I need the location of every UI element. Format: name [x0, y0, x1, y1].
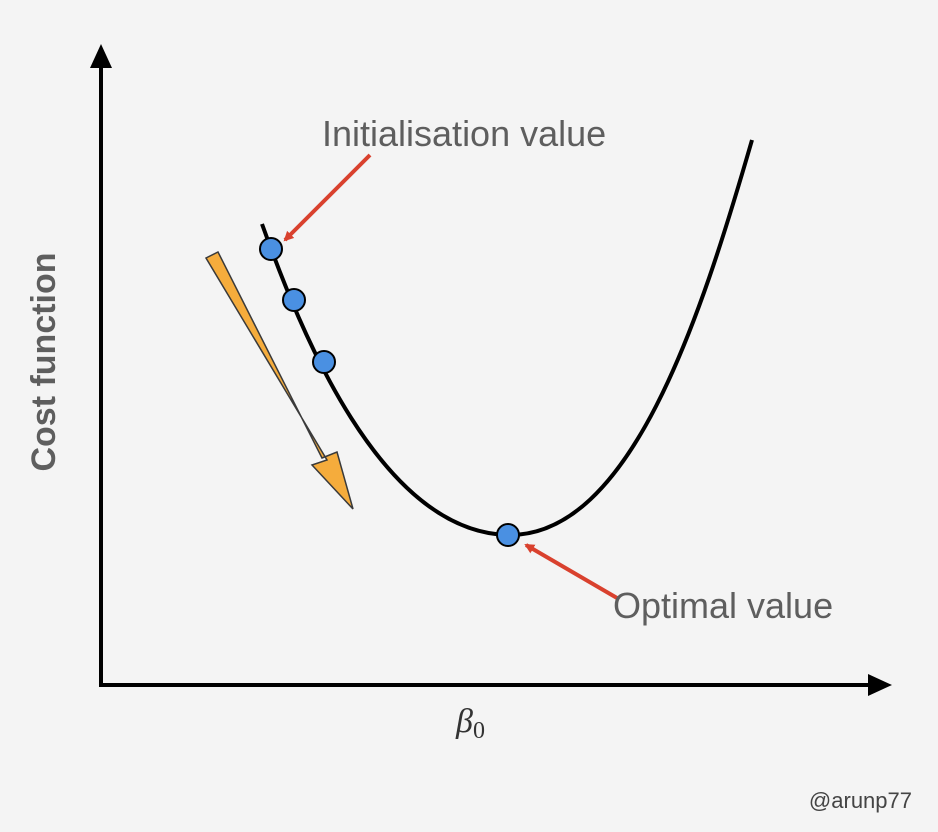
optimal-annotation-label: Optimal value [613, 585, 833, 626]
x-axis-subscript: 0 [473, 718, 485, 744]
init-annotation-arrow [283, 153, 372, 242]
optimal-annotation-arrow [524, 543, 619, 600]
x-axis-symbol: β [455, 703, 473, 740]
descent-arrow [204, 250, 354, 510]
init-annotation-label: Initialisation value [322, 113, 606, 154]
descent-point-2 [312, 350, 336, 374]
x-axis-arrowhead [868, 674, 892, 696]
y-axis-arrowhead [90, 44, 112, 68]
credit-label: @arunp77 [809, 788, 912, 813]
y-axis-label: Cost function [25, 252, 63, 471]
x-axis-label: β0 [455, 703, 485, 744]
init-point [259, 237, 283, 261]
descent-point-1 [282, 288, 306, 312]
optimal-point [496, 523, 520, 547]
